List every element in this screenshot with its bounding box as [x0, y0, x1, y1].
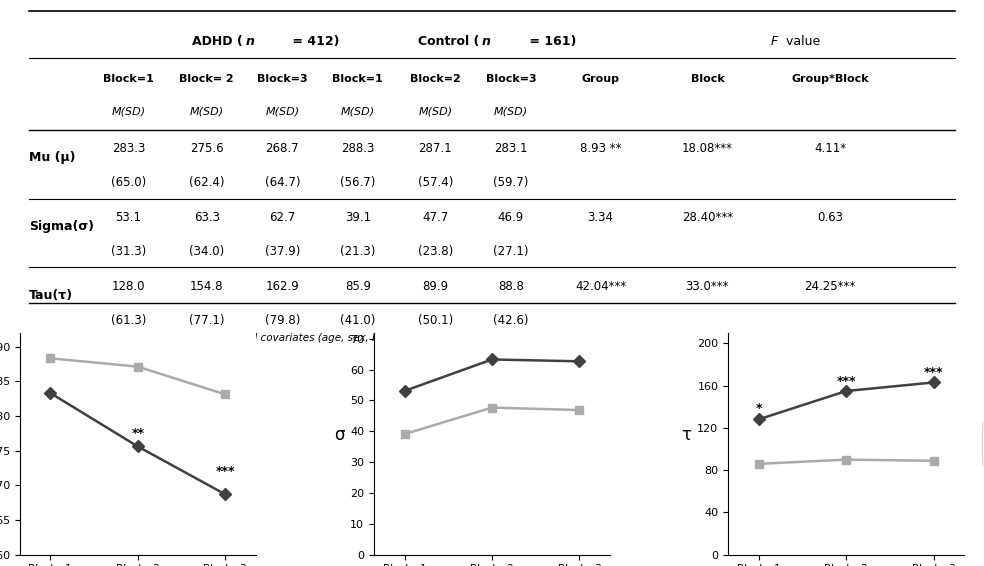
Text: 283.3: 283.3: [111, 142, 145, 155]
Text: 154.8: 154.8: [190, 280, 223, 293]
Text: (65.0): (65.0): [110, 176, 146, 189]
Text: Block=1: Block=1: [103, 74, 154, 84]
Text: Block: Block: [691, 74, 724, 84]
Text: 88.8: 88.8: [498, 280, 523, 293]
Text: Mu (μ): Mu (μ): [30, 151, 76, 164]
Text: (50.1): (50.1): [417, 314, 453, 327]
Text: 39.1: 39.1: [344, 211, 371, 224]
Text: = 161): = 161): [524, 35, 576, 48]
Text: M(SD): M(SD): [418, 107, 453, 117]
Text: (59.7): (59.7): [493, 176, 528, 189]
Text: (27.1): (27.1): [493, 245, 528, 258]
Text: 268.7: 268.7: [266, 142, 299, 155]
Text: (42.6): (42.6): [493, 314, 528, 327]
Text: Group*Block: Group*Block: [791, 74, 869, 84]
Text: (77.1): (77.1): [189, 314, 224, 327]
Text: 287.1: 287.1: [418, 142, 452, 155]
Text: (62.4): (62.4): [189, 176, 224, 189]
Text: 28.40***: 28.40***: [682, 211, 733, 224]
Text: (56.7): (56.7): [340, 176, 376, 189]
Text: 46.9: 46.9: [498, 211, 524, 224]
Text: 283.1: 283.1: [494, 142, 527, 155]
Y-axis label: τ: τ: [681, 426, 691, 444]
Text: Block=3: Block=3: [257, 74, 308, 84]
Text: Tau(τ): Tau(τ): [30, 289, 73, 302]
Text: 42.04***: 42.04***: [575, 280, 626, 293]
Text: **: **: [131, 427, 145, 440]
Text: ADHD (: ADHD (: [192, 35, 243, 48]
Text: 4.11*: 4.11*: [814, 142, 846, 155]
Text: (64.7): (64.7): [265, 176, 300, 189]
Text: 62.7: 62.7: [270, 211, 295, 224]
Text: (31.3): (31.3): [110, 245, 146, 258]
Text: Block=2: Block=2: [410, 74, 461, 84]
Text: M(SD): M(SD): [111, 107, 146, 117]
Text: F: F: [770, 35, 777, 48]
Text: 0.63: 0.63: [817, 211, 843, 224]
Text: n: n: [246, 35, 255, 48]
Text: 85.9: 85.9: [344, 280, 371, 293]
Text: Control (: Control (: [418, 35, 479, 48]
Legend: ADHD, Control: ADHD, Control: [982, 423, 984, 464]
Text: * p < .05, **p < .01, ***p < .001    Adjusted covariates (age, sex, FSIQ, cormor: * p < .05, **p < .01, ***p < .001 Adjust…: [30, 333, 472, 343]
Text: 128.0: 128.0: [111, 280, 145, 293]
Text: Block=3: Block=3: [485, 74, 536, 84]
Text: M(SD): M(SD): [340, 107, 375, 117]
Text: (23.8): (23.8): [417, 245, 453, 258]
Text: (79.8): (79.8): [265, 314, 300, 327]
Text: 8.93 **: 8.93 **: [580, 142, 621, 155]
Text: Block=1: Block=1: [333, 74, 383, 84]
Text: M(SD): M(SD): [266, 107, 299, 117]
Text: 47.7: 47.7: [422, 211, 449, 224]
Text: 18.08***: 18.08***: [682, 142, 733, 155]
Text: (34.0): (34.0): [189, 245, 224, 258]
Text: 89.9: 89.9: [422, 280, 449, 293]
Text: (61.3): (61.3): [110, 314, 146, 327]
Y-axis label: σ: σ: [334, 426, 344, 444]
Text: (21.3): (21.3): [340, 245, 376, 258]
Text: n: n: [482, 35, 491, 48]
Text: 275.6: 275.6: [190, 142, 223, 155]
Text: ***: ***: [215, 465, 235, 478]
Text: 33.0***: 33.0***: [686, 280, 729, 293]
Text: 24.25***: 24.25***: [805, 280, 856, 293]
Text: ***: ***: [924, 366, 944, 379]
Text: = 412): = 412): [288, 35, 339, 48]
Text: 53.1: 53.1: [115, 211, 142, 224]
Text: 288.3: 288.3: [341, 142, 375, 155]
Text: 162.9: 162.9: [266, 280, 299, 293]
Text: (41.0): (41.0): [340, 314, 376, 327]
Text: Sigma(σ): Sigma(σ): [30, 220, 94, 233]
Text: 3.34: 3.34: [587, 211, 614, 224]
Text: *: *: [756, 402, 762, 415]
Text: M(SD): M(SD): [494, 107, 528, 117]
Text: Group: Group: [582, 74, 620, 84]
Text: M(SD): M(SD): [190, 107, 223, 117]
Text: Block= 2: Block= 2: [179, 74, 234, 84]
Text: (37.9): (37.9): [265, 245, 300, 258]
Text: ***: ***: [836, 375, 856, 388]
Text: value: value: [782, 35, 821, 48]
Text: (57.4): (57.4): [417, 176, 453, 189]
Text: 63.3: 63.3: [194, 211, 219, 224]
